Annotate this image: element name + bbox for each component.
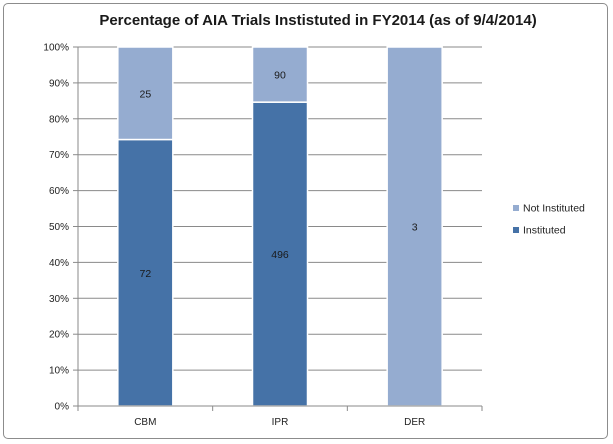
bar-segment-not-instituted: [251, 46, 309, 103]
legend-swatch: [513, 205, 519, 211]
legend-label: Not Instituted: [523, 203, 585, 215]
y-tick-label: 30%: [49, 294, 69, 305]
data-label: 3: [412, 222, 418, 234]
bar-segment-instituted: [251, 101, 309, 407]
y-tick-label: 100%: [43, 43, 69, 54]
y-tick-label: 0%: [55, 402, 70, 413]
y-tick-label: 60%: [49, 186, 69, 197]
y-tick-label: 20%: [49, 330, 69, 341]
legend-label: Instituted: [523, 225, 566, 237]
data-label: 496: [271, 249, 289, 261]
y-tick-label: 70%: [49, 150, 69, 161]
y-tick-label: 40%: [49, 258, 69, 269]
x-tick-label: IPR: [272, 417, 289, 428]
y-tick-label: 90%: [49, 78, 69, 89]
x-tick-label: DER: [404, 417, 425, 428]
bar-segment-instituted: [117, 138, 174, 407]
legend: Not Instituted Instituted: [513, 203, 585, 237]
chart-title: Percentage of AIA Trials Instistuted in …: [99, 12, 536, 29]
data-label: 90: [274, 70, 286, 82]
bars: [117, 46, 443, 407]
data-label: 25: [139, 88, 151, 100]
y-tick-label: 80%: [49, 114, 69, 125]
axes: 0% 10% 20% 30% 40% 50% 60% 70% 80% 90% 100% CBM IPR D…: [43, 43, 483, 428]
bar-segment-not-instituted: [386, 46, 443, 407]
y-tick-label: 10%: [49, 366, 69, 377]
data-labels: 72 25 496 90 3: [139, 70, 417, 280]
data-label: 72: [139, 268, 151, 280]
legend-swatch: [513, 227, 519, 233]
x-tick-label: CBM: [134, 417, 156, 428]
bar-segment-not-instituted: [117, 46, 174, 141]
y-tick-label: 50%: [49, 222, 69, 233]
